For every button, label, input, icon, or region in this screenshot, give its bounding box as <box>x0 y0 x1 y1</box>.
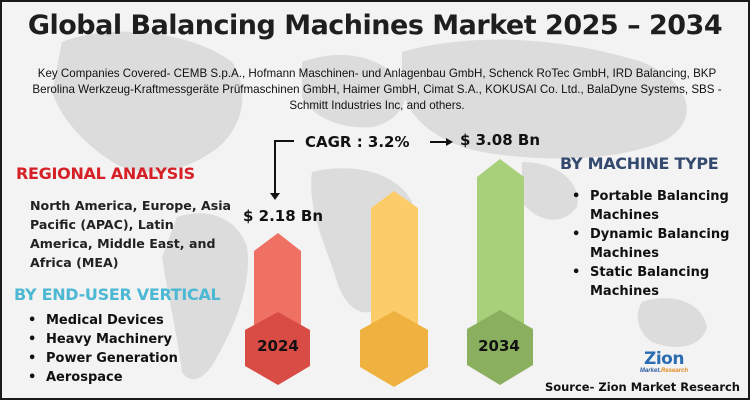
end-user-heading: BY END-USER VERTICAL <box>14 285 221 304</box>
start-year: 2024 <box>257 337 299 355</box>
right-arrow-icon <box>430 138 453 146</box>
key-companies-text: Key Companies Covered- CEMB S.p.A., Hofm… <box>32 67 722 112</box>
machine-type-heading: BY MACHINE TYPE <box>560 154 719 173</box>
list-item: Power Generation <box>28 349 178 368</box>
logo-sub-research: Research <box>660 368 689 374</box>
start-value: $ 2.18 Bn <box>243 207 324 225</box>
list-item: Portable Balancing Machines <box>572 187 748 225</box>
list-item: Static Balancing Machines <box>572 263 748 301</box>
end-year: 2034 <box>478 337 520 355</box>
logo-sub-market: Market. <box>639 368 661 374</box>
zion-logo: Zion Market.Research <box>634 351 694 377</box>
page-title: Global Balancing Machines Market 2025 – … <box>27 10 723 41</box>
arrow-head-icon <box>270 193 280 200</box>
bar-mid <box>360 191 428 387</box>
bar-2024 <box>245 233 310 385</box>
regional-analysis-text: North America, Europe, Asia Pacific (APA… <box>30 198 232 270</box>
list-item: Medical Devices <box>28 311 178 330</box>
list-item: Aerospace <box>28 368 178 387</box>
bar-2034 <box>467 159 533 385</box>
cagr-label: CAGR : 3.2% <box>305 133 410 151</box>
end-user-list: Medical Devices Heavy Machinery Power Ge… <box>28 311 178 387</box>
logo-subtitle: Market.Research <box>634 368 694 375</box>
end-value: $ 3.08 Bn <box>460 131 541 149</box>
list-item: Heavy Machinery <box>28 330 178 349</box>
machine-type-list: Portable Balancing Machines Dynamic Bala… <box>572 187 748 301</box>
regional-analysis-heading: REGIONAL ANALYSIS <box>16 164 195 183</box>
list-item: Dynamic Balancing Machines <box>572 225 748 263</box>
down-arrow-icon <box>274 140 294 194</box>
logo-wordmark: Zion <box>644 349 684 369</box>
source-credit: Source- Zion Market Research <box>544 380 740 394</box>
